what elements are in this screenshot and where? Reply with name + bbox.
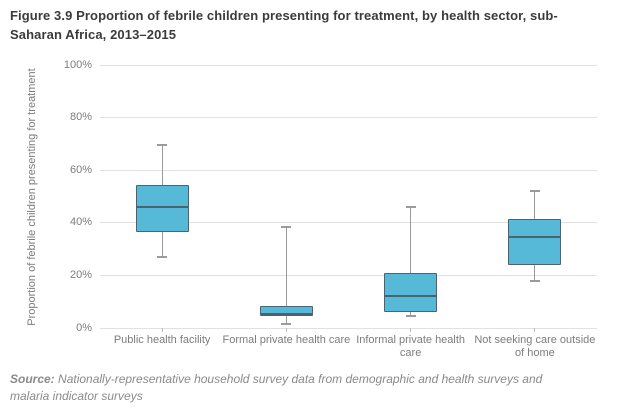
gridline-0: [100, 327, 597, 329]
box-2: [259, 305, 313, 317]
boxplot-chart: Proportion of febrile children presentin…: [26, 58, 597, 360]
whisker-lower: [285, 316, 287, 325]
whisker-cap-max: [529, 190, 540, 193]
median-line: [136, 206, 188, 209]
gridline-40: [100, 222, 597, 224]
x-category-label: Not seeking care outside of home: [474, 334, 596, 360]
whisker-upper: [161, 145, 163, 185]
x-tick: [161, 328, 163, 332]
x-tick: [534, 328, 536, 332]
y-tick-label: 80%: [69, 111, 92, 124]
median-line: [509, 236, 561, 239]
median-line: [260, 312, 312, 315]
source-text: Nationally-representative household surv…: [10, 372, 543, 404]
source-label: Source:: [10, 372, 55, 386]
gridline-60: [100, 169, 597, 171]
box-3: [384, 272, 438, 313]
whisker-cap-max: [281, 225, 292, 228]
y-axis-title: Proportion of febrile children presentin…: [26, 68, 38, 326]
whisker-upper: [534, 191, 536, 219]
y-tick-label: 60%: [69, 163, 92, 176]
whisker-upper: [285, 226, 287, 306]
whisker-cap-max: [157, 144, 168, 147]
whisker-lower: [161, 232, 163, 257]
x-tick: [410, 328, 412, 332]
whisker-lower: [534, 264, 536, 281]
gridline-80: [100, 117, 597, 119]
whisker-cap-max: [405, 206, 416, 209]
source-note: Source: Nationally-representative househ…: [10, 371, 576, 406]
figure-title: Figure 3.9 Proportion of febrile childre…: [10, 8, 558, 42]
box-1: [135, 184, 189, 232]
x-tick: [285, 328, 287, 332]
gridline-100: [100, 64, 597, 66]
whisker-cap-min: [157, 255, 168, 258]
y-tick-label: 100%: [63, 58, 92, 71]
y-tick-label: 40%: [69, 216, 92, 229]
whisker-cap-min: [281, 323, 292, 326]
whisker-cap-min: [405, 315, 416, 318]
median-line: [385, 295, 437, 298]
gridline-20: [100, 274, 597, 276]
whisker-upper: [410, 207, 412, 273]
box-4: [508, 218, 562, 265]
x-category-label: Public health facility: [113, 334, 211, 346]
x-category-label: Formal private health care: [222, 334, 351, 346]
x-category-label: Informal private health care: [356, 334, 466, 360]
y-tick-label: 0%: [76, 321, 92, 334]
y-tick-label: 20%: [69, 268, 92, 281]
whisker-cap-min: [529, 279, 540, 282]
whisker-lower: [410, 312, 412, 317]
